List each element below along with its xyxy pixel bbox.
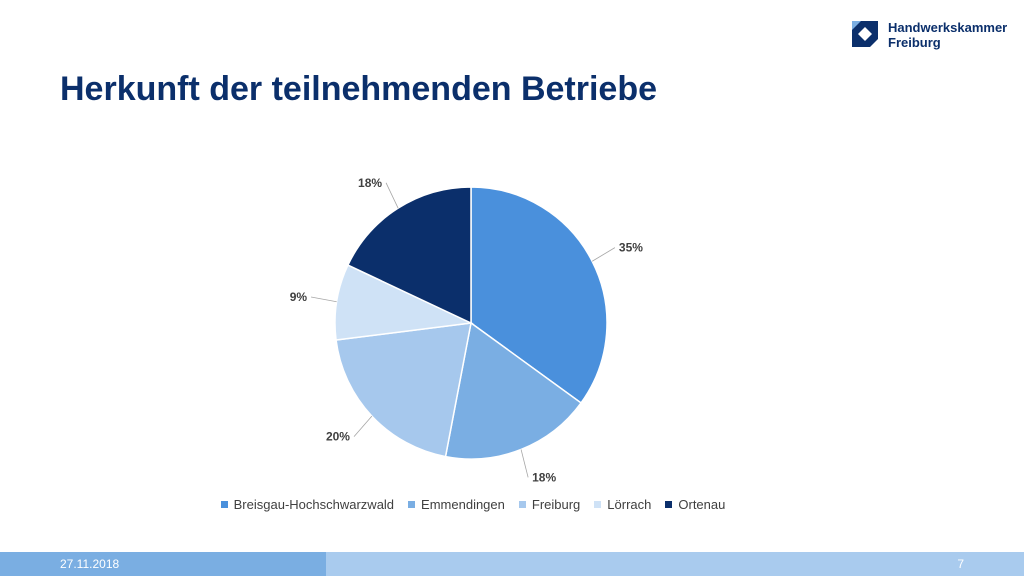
brand-logo: Handwerkskammer Freiburg [852,18,1012,52]
legend-swatch-3 [594,501,602,508]
data-label-0: 35% [619,241,643,255]
footer: 27.11.2018 7 [0,552,1024,576]
data-label-2: 20% [326,430,350,444]
footer-bar-right [326,552,1024,576]
legend-swatch-4 [665,501,673,508]
chamber-logo-icon [852,21,878,47]
legend-label-2: Freiburg [531,497,581,512]
footer-bar-left [0,552,326,576]
legend-item-3: Lörrach [594,497,651,512]
page-title: Herkunft der teilnehmenden Betriebe [60,70,658,108]
leader-line-2 [353,415,373,437]
brand-name-line1: Handwerkskammer [888,20,1008,35]
legend-swatch-0 [220,501,228,508]
data-label-3: 9% [290,290,308,304]
data-label-4: 18% [358,176,382,190]
legend-swatch-1 [408,501,416,508]
legend-item-0: Breisgau-Hochschwarzwald [220,497,395,512]
legend-item-2: Freiburg [518,497,581,512]
leader-line-3 [310,296,337,303]
chart-legend: Breisgau-Hochschwarzwald Emmendingen Freib… [0,497,946,512]
legend-label-3: Lörrach [607,497,652,512]
pie-slice-4 [346,186,472,325]
legend-swatch-2 [518,501,526,508]
brand-name-line2: Freiburg [888,35,941,50]
leader-line-0 [591,247,616,262]
legend-item-4: Ortenau [665,497,725,512]
pie-slice-0 [470,186,608,404]
leader-line-4 [385,182,399,209]
legend-label-0: Breisgau-Hochschwarzwald [233,497,395,512]
legend-label-1: Emmendingen [421,497,505,512]
page-number: 7 [957,557,964,571]
brand-name: Handwerkskammer Freiburg [888,20,1007,50]
legend-item-1: Emmendingen [408,497,505,512]
data-label-1: 18% [532,470,556,484]
legend-label-4: Ortenau [678,497,726,512]
leader-line-1 [520,449,529,478]
pie-slice-1 [444,321,583,460]
footer-date: 27.11.2018 [60,557,120,571]
